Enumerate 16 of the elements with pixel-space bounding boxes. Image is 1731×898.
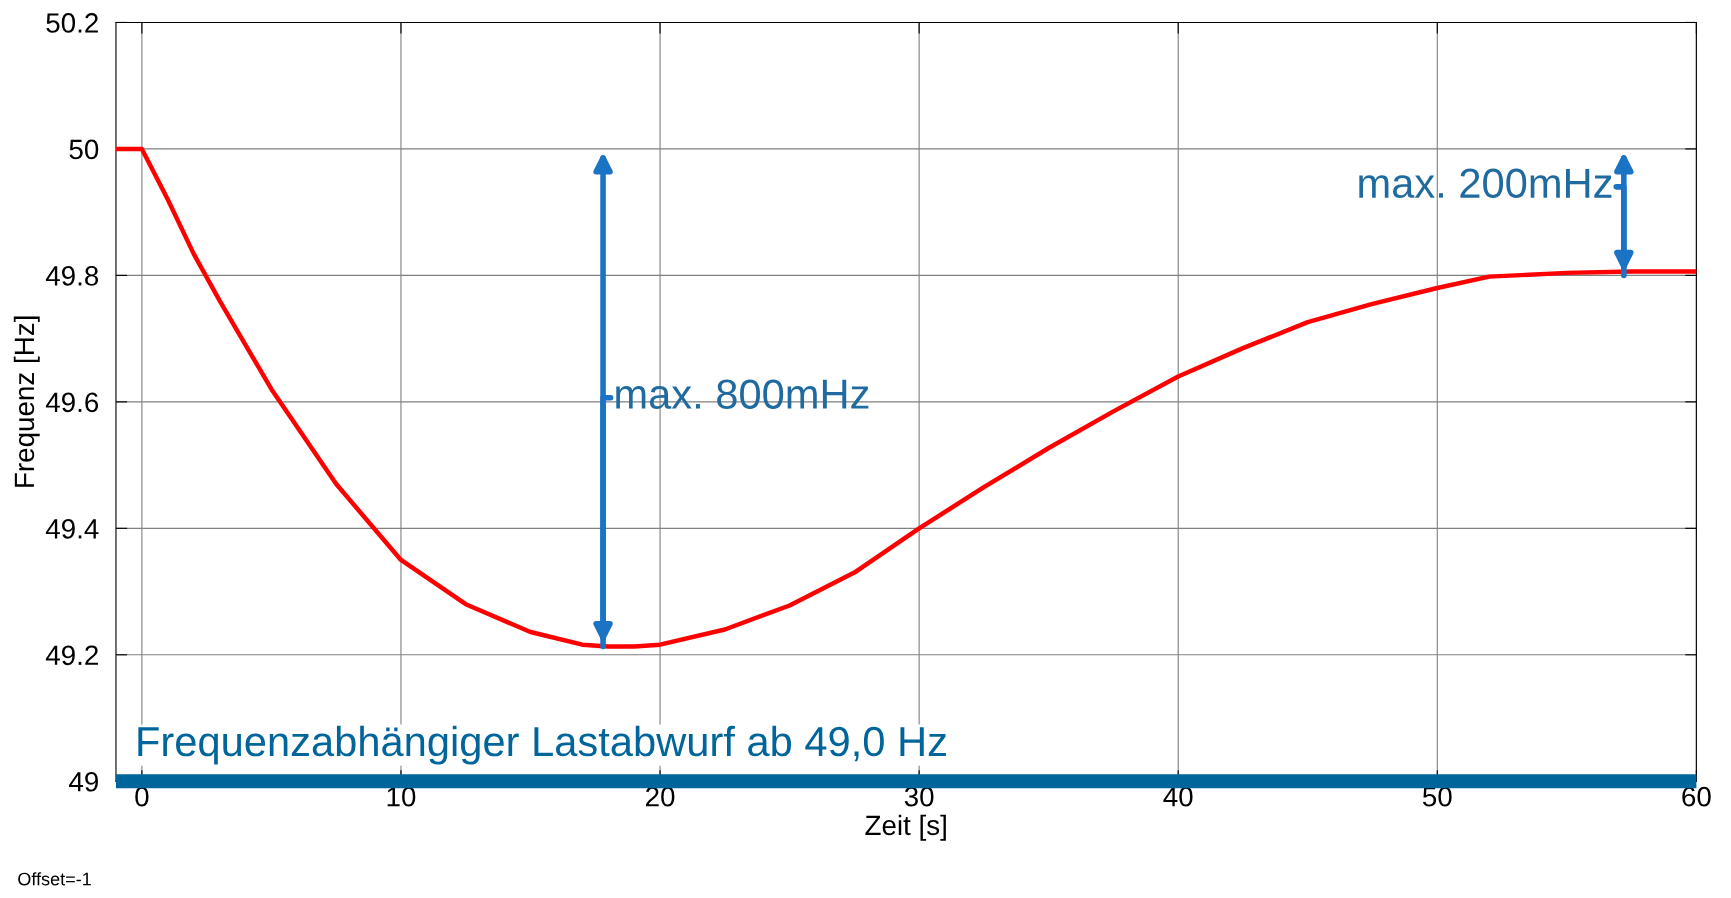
y-tick-label: 49.2 — [45, 645, 98, 666]
text: Offset=-1 — [18, 872, 91, 886]
y-tick-label: 49.4 — [45, 518, 99, 539]
y-tick-label: 49 — [69, 771, 98, 792]
x-tick-label: 40 — [1163, 786, 1193, 807]
y-tick-label: 50.2 — [46, 13, 98, 33]
line-series — [115, 146, 1697, 649]
y-tick-label: 49.6 — [45, 392, 99, 413]
x-axis-title: Zeit [s] — [865, 814, 946, 841]
x-tick-label: 60 — [1682, 786, 1711, 807]
y-tick-label: 49.8 — [45, 266, 99, 286]
y-axis-title: Frequenz [Hz] — [13, 316, 40, 487]
annotation: max. 200mHz — [1359, 168, 1612, 199]
y-tick-label: 50 — [69, 139, 99, 160]
ref-line-label: Frequenzabhängiger Lastabwurf ab 49,0 Hz — [138, 725, 946, 765]
annotation: max. 800mHz — [616, 379, 869, 409]
